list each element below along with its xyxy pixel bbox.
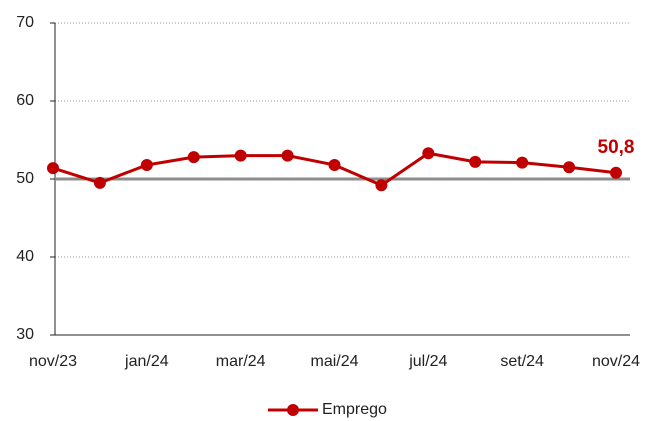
value-label: 50,8 xyxy=(598,137,635,158)
x-tick-label: jan/24 xyxy=(124,353,169,370)
x-tick-label: nov/24 xyxy=(592,353,640,370)
point xyxy=(187,151,200,164)
x-tick-label: jul/24 xyxy=(408,353,447,370)
point xyxy=(469,155,482,168)
point xyxy=(93,176,106,189)
x-tick-label: nov/23 xyxy=(29,353,77,370)
x-tick-label: mar/24 xyxy=(216,353,266,370)
x-tick-label: set/24 xyxy=(500,353,544,370)
y-tick-label: 60 xyxy=(16,92,34,109)
legend-marker xyxy=(287,404,299,416)
x-tick-label: mai/24 xyxy=(310,353,358,370)
y-tick-label: 70 xyxy=(16,14,34,31)
point xyxy=(281,149,294,162)
point xyxy=(563,161,576,174)
y-tick-label: 50 xyxy=(16,170,34,187)
point xyxy=(140,158,153,171)
point xyxy=(610,166,622,179)
point xyxy=(375,179,388,192)
point xyxy=(422,147,435,160)
y-tick-label: 40 xyxy=(16,248,34,265)
legend-label: Emprego xyxy=(322,401,387,418)
point xyxy=(516,156,529,169)
point xyxy=(234,149,247,162)
point xyxy=(328,158,341,171)
y-tick-label: 30 xyxy=(16,326,34,343)
point xyxy=(47,162,59,175)
